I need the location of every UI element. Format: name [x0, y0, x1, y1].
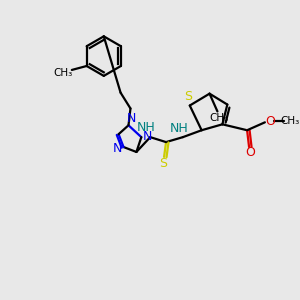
Text: S: S: [184, 90, 192, 103]
Text: N: N: [142, 130, 152, 143]
Text: S: S: [159, 157, 167, 170]
Text: N: N: [127, 112, 136, 125]
Text: CH₃: CH₃: [280, 116, 299, 126]
Text: O: O: [265, 115, 275, 128]
Text: O: O: [245, 146, 255, 160]
Text: NH: NH: [137, 121, 156, 134]
Text: CH₃: CH₃: [53, 68, 73, 78]
Text: CH₃: CH₃: [210, 113, 229, 123]
Text: N: N: [113, 142, 122, 154]
Text: NH: NH: [169, 122, 188, 135]
